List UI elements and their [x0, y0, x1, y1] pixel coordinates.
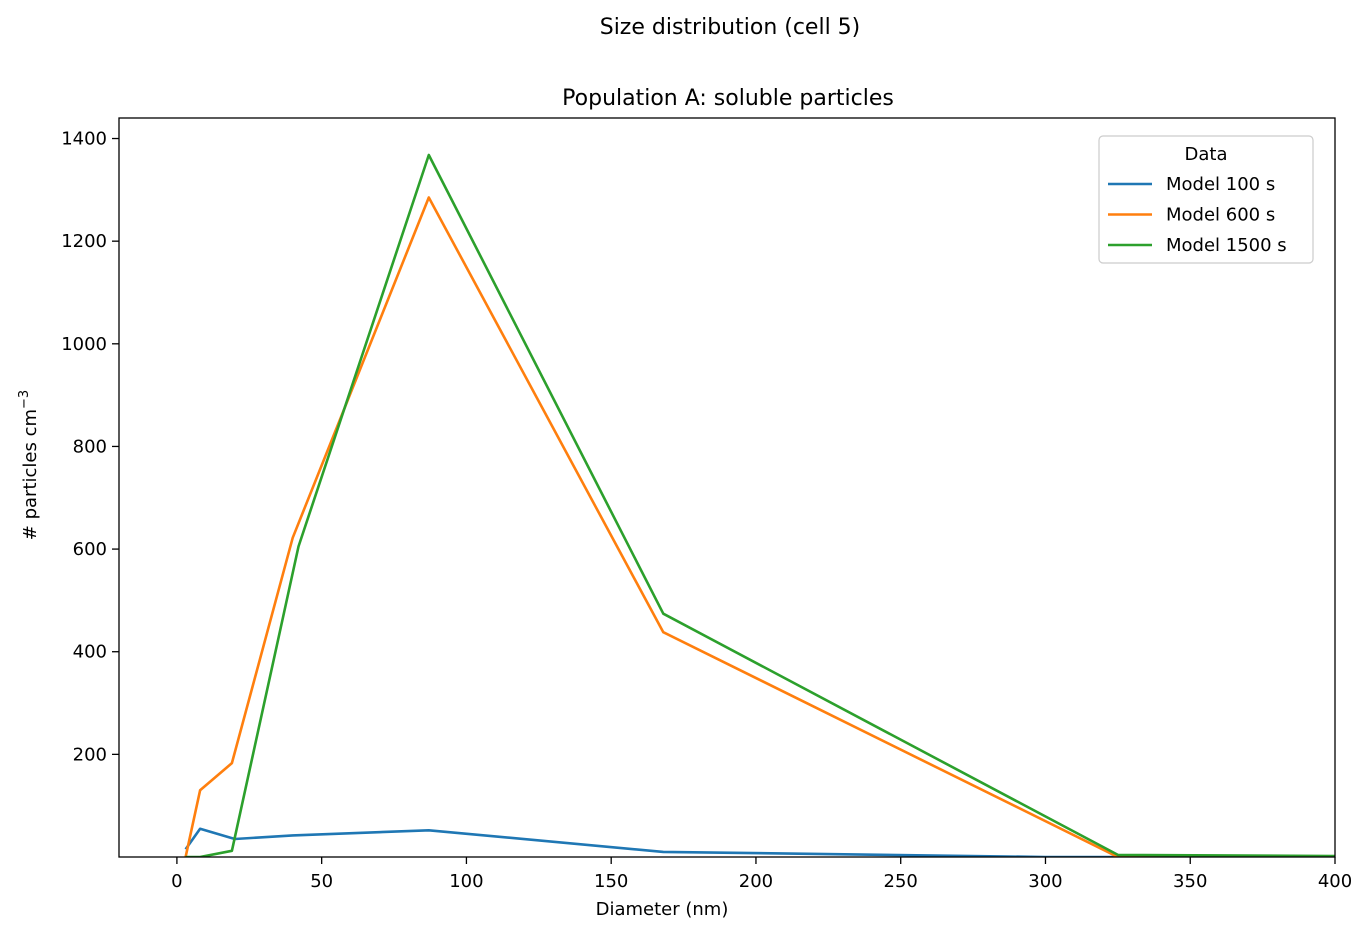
- x-tick-label: 100: [449, 871, 483, 892]
- x-tick-label: 0: [171, 871, 182, 892]
- legend-label-2: Model 600 s: [1166, 205, 1275, 226]
- x-tick-label: 350: [1173, 871, 1207, 892]
- x-axis: 0 50 100 150 200 250 300 350 400: [171, 857, 1352, 892]
- legend-box: [1098, 135, 1314, 264]
- y-tick-label: 600: [73, 539, 107, 560]
- plot-frame: [118, 117, 1336, 858]
- x-tick-label: 150: [594, 871, 628, 892]
- legend-items: Model 100 s Model 600 s Model 1500 s: [1108, 174, 1287, 256]
- y-tick-label: 1400: [61, 129, 107, 150]
- legend-title: Data: [1185, 144, 1228, 165]
- x-tick-label: 300: [1028, 871, 1062, 892]
- x-tick-label: 50: [310, 871, 333, 892]
- legend-label-1: Model 100 s: [1166, 174, 1275, 195]
- legend: Data Model 100 s Model 600 s Model 1500 s: [1098, 135, 1314, 264]
- plot-area: [184, 153, 1335, 857]
- figure-suptitle: Size distribution (cell 5): [600, 15, 861, 40]
- y-tick-label: 400: [73, 642, 107, 663]
- x-axis-label: Diameter (nm): [596, 899, 729, 920]
- series-line-1: [184, 827, 1335, 857]
- y-tick-label: 1000: [61, 334, 107, 355]
- y-tick-label: 1200: [61, 231, 107, 252]
- x-tick-label: 200: [739, 871, 773, 892]
- y-axis-label-main: # particles cm: [20, 409, 41, 540]
- y-axis-label-exponent: −3: [17, 390, 32, 409]
- y-axis-label: # particles cm−3: [17, 390, 41, 540]
- legend-label-3: Model 1500 s: [1166, 235, 1287, 256]
- series-line-2: [184, 196, 1335, 857]
- y-axis: 200 400 600 800 1000 1200 1400: [61, 129, 119, 765]
- chart-title: Population A: soluble particles: [562, 86, 894, 111]
- y-tick-label: 800: [73, 436, 107, 457]
- x-tick-label: 250: [884, 871, 918, 892]
- x-tick-label: 400: [1318, 871, 1352, 892]
- series-line-3: [185, 153, 1335, 857]
- y-tick-label: 200: [73, 744, 107, 765]
